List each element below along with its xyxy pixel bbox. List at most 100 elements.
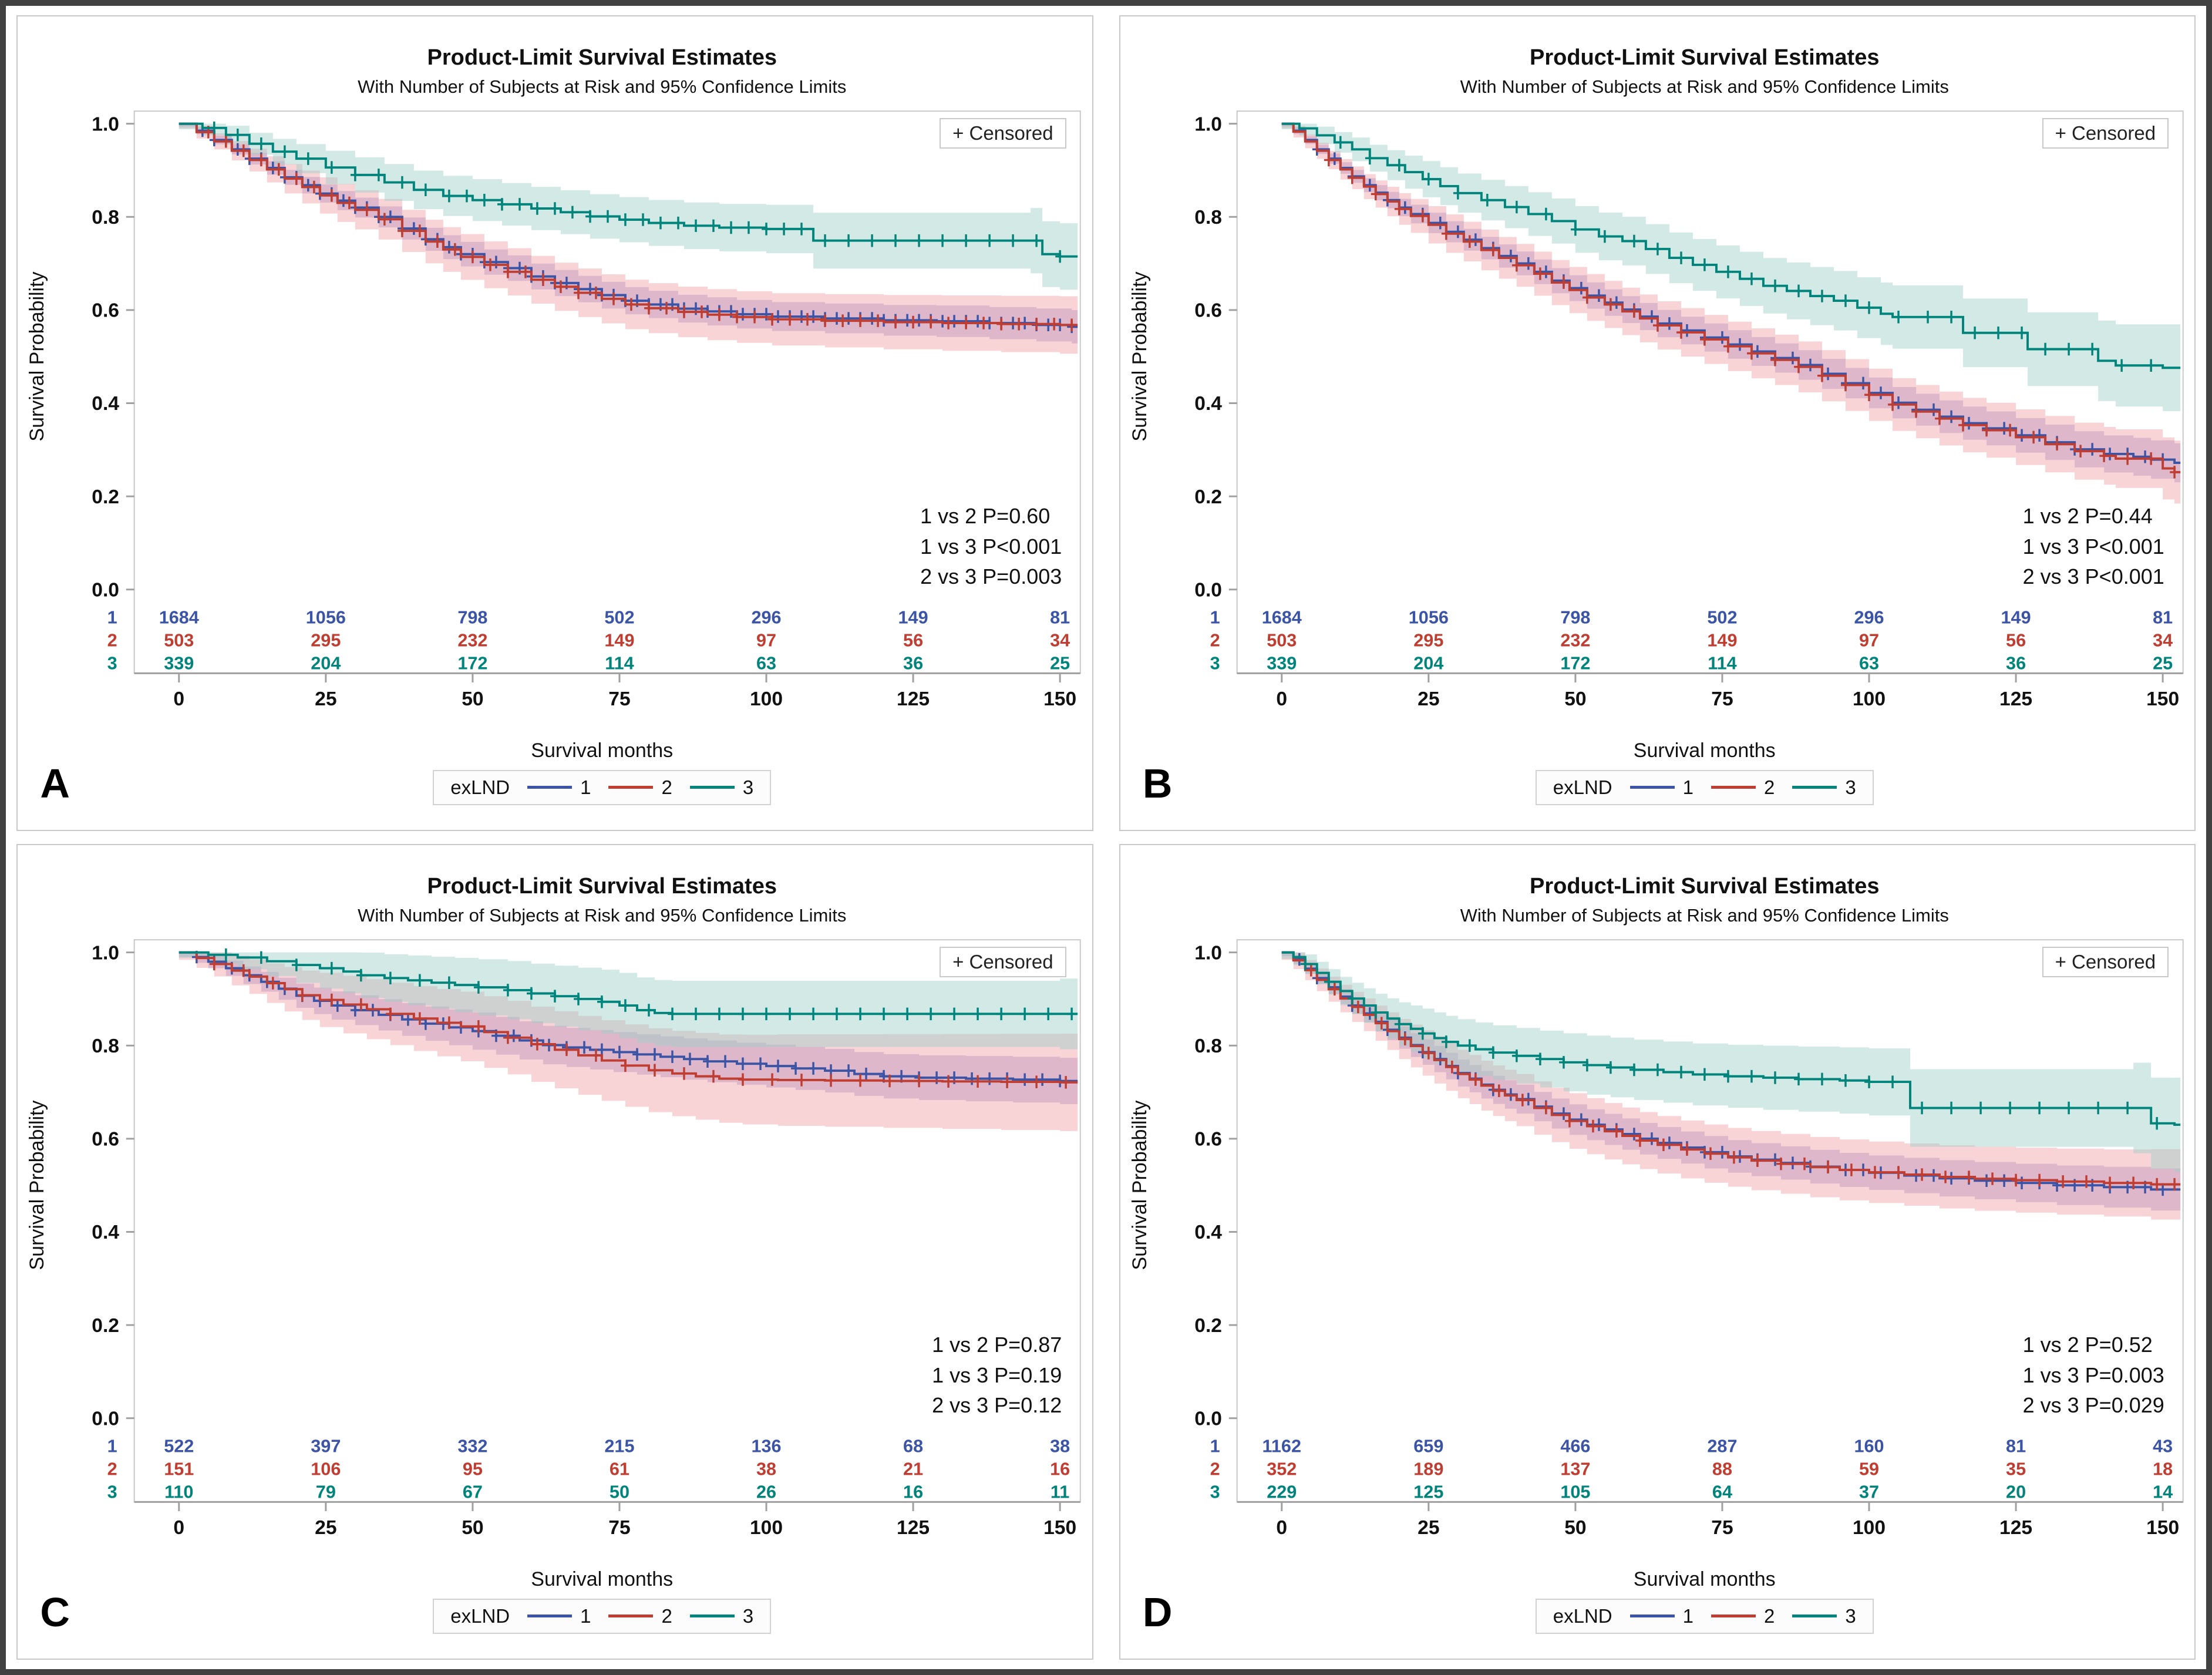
svg-text:34: 34 xyxy=(2153,631,2173,651)
svg-text:2: 2 xyxy=(1210,631,1220,651)
svg-text:56: 56 xyxy=(903,631,923,651)
legend-item-1: 1 xyxy=(1629,1605,1693,1627)
svg-text:25: 25 xyxy=(1418,1517,1439,1539)
svg-text:149: 149 xyxy=(1707,631,1737,651)
km-chart-b: 0 25 50 75 100 125 150 1.0 0.8 0.6 0.4 0.2 0.0 1 1684 1… xyxy=(1194,110,2184,710)
svg-text:59: 59 xyxy=(1859,1459,1878,1479)
svg-text:16: 16 xyxy=(1050,1459,1070,1479)
svg-text:1056: 1056 xyxy=(1408,608,1448,628)
legend-label: 3 xyxy=(742,1605,754,1627)
svg-text:466: 466 xyxy=(1560,1437,1590,1457)
svg-text:0.6: 0.6 xyxy=(92,1129,119,1151)
svg-text:2: 2 xyxy=(107,631,117,651)
svg-text:75: 75 xyxy=(608,688,630,710)
svg-text:63: 63 xyxy=(756,654,776,674)
svg-text:502: 502 xyxy=(604,608,634,628)
svg-text:0: 0 xyxy=(1276,1517,1287,1539)
legend-title: exLND xyxy=(1553,1605,1612,1627)
svg-text:75: 75 xyxy=(608,1517,630,1539)
svg-text:1684: 1684 xyxy=(159,608,199,628)
svg-text:38: 38 xyxy=(756,1459,776,1479)
group1-line-swatch xyxy=(527,1615,573,1617)
km-chart-a: 0 25 50 75 100 125 150 1.0 0.8 0.6 0.4 0.2 0.0 1 1684 1… xyxy=(92,110,1081,710)
pvalue-annotation: 1 vs 2 P=0.44 1 vs 3 P<0.001 2 vs 3 P<0.… xyxy=(2023,501,2164,591)
group3-line-swatch xyxy=(689,786,735,789)
svg-text:3: 3 xyxy=(1210,654,1220,674)
legend-label: 2 xyxy=(661,776,672,798)
svg-text:295: 295 xyxy=(311,631,341,651)
svg-text:0.0: 0.0 xyxy=(1194,580,1222,601)
pvalue-annotation: 1 vs 2 P=0.52 1 vs 3 P=0.003 2 vs 3 P=0.… xyxy=(2023,1330,2164,1420)
svg-text:25: 25 xyxy=(1050,654,1070,674)
svg-text:63: 63 xyxy=(1859,654,1878,674)
panel-c: 0 25 50 75 100 125 150 1.0 0.8 0.6 0.4 0.2 0.0 1 522 39… xyxy=(16,844,1093,1660)
legend-item-3: 3 xyxy=(689,1605,754,1627)
pvalue-annotation: 1 vs 2 P=0.60 1 vs 3 P<0.001 2 vs 3 P=0.… xyxy=(920,501,1062,591)
legend-item-3: 3 xyxy=(1792,1605,1856,1627)
svg-text:0.8: 0.8 xyxy=(1194,207,1222,228)
chart-subtitle: With Number of Subjects at Risk and 95% … xyxy=(1460,76,1949,97)
svg-text:125: 125 xyxy=(1413,1482,1443,1502)
svg-text:36: 36 xyxy=(2006,654,2026,674)
svg-text:20: 20 xyxy=(2006,1482,2026,1502)
svg-text:75: 75 xyxy=(1711,1517,1733,1539)
svg-text:36: 36 xyxy=(903,654,923,674)
svg-text:125: 125 xyxy=(1999,688,2032,710)
panel-d: 0 25 50 75 100 125 150 1.0 0.8 0.6 0.4 0.2 0.0 1 1162 6… xyxy=(1119,844,2196,1660)
chart-subtitle: With Number of Subjects at Risk and 95% … xyxy=(358,904,847,926)
svg-text:25: 25 xyxy=(1418,688,1439,710)
group3-line-swatch xyxy=(1792,786,1837,789)
svg-text:1: 1 xyxy=(1210,608,1220,628)
svg-text:0.2: 0.2 xyxy=(92,1315,119,1337)
svg-text:114: 114 xyxy=(605,654,634,674)
svg-text:295: 295 xyxy=(1413,631,1443,651)
legend-item-2: 2 xyxy=(1711,776,1775,799)
svg-text:0.8: 0.8 xyxy=(1194,1035,1222,1057)
svg-text:149: 149 xyxy=(604,631,634,651)
svg-text:0.2: 0.2 xyxy=(1194,1315,1222,1337)
legend-title: exLND xyxy=(450,776,510,798)
svg-text:232: 232 xyxy=(1560,631,1590,651)
censored-legend: + Censored xyxy=(2042,118,2169,149)
svg-text:95: 95 xyxy=(463,1459,483,1479)
svg-text:1: 1 xyxy=(107,1437,117,1457)
svg-text:189: 189 xyxy=(1413,1459,1443,1479)
group1-line-swatch xyxy=(527,786,573,789)
svg-text:0.6: 0.6 xyxy=(1194,1129,1222,1151)
legend-item-1: 1 xyxy=(1629,776,1693,799)
y-axis-title: Survival Probability xyxy=(26,1100,48,1270)
svg-text:137: 137 xyxy=(1560,1459,1590,1479)
svg-text:1162: 1162 xyxy=(1262,1437,1301,1457)
svg-text:150: 150 xyxy=(2146,688,2179,710)
legend-label: 3 xyxy=(1845,776,1856,798)
svg-text:43: 43 xyxy=(2153,1437,2173,1457)
x-axis-title: Survival months xyxy=(1633,739,1776,762)
legend-label: 3 xyxy=(1845,1605,1856,1627)
svg-text:50: 50 xyxy=(610,1482,629,1502)
svg-text:172: 172 xyxy=(457,654,487,674)
legend-item-1: 1 xyxy=(527,776,591,799)
svg-text:0: 0 xyxy=(173,1517,184,1539)
svg-text:659: 659 xyxy=(1413,1437,1443,1457)
svg-text:100: 100 xyxy=(750,688,783,710)
pvalue-line: 1 vs 3 P<0.001 xyxy=(920,534,1062,559)
svg-text:3: 3 xyxy=(107,1482,117,1502)
censored-legend: + Censored xyxy=(940,947,1066,978)
svg-text:16: 16 xyxy=(903,1482,923,1502)
svg-text:352: 352 xyxy=(1267,1459,1297,1479)
svg-text:0.4: 0.4 xyxy=(92,1222,119,1243)
svg-text:1684: 1684 xyxy=(1261,608,1301,628)
svg-text:150: 150 xyxy=(1043,688,1076,710)
svg-text:204: 204 xyxy=(1413,654,1443,674)
legend-item-2: 2 xyxy=(608,776,672,799)
svg-text:0.2: 0.2 xyxy=(1194,486,1222,508)
chart-title: Product-Limit Survival Estimates xyxy=(1529,45,1880,70)
svg-text:75: 75 xyxy=(1711,688,1733,710)
svg-text:14: 14 xyxy=(2153,1482,2173,1502)
pvalue-line: 1 vs 3 P=0.003 xyxy=(2022,1363,2164,1387)
svg-text:149: 149 xyxy=(2001,608,2031,628)
svg-text:1: 1 xyxy=(1210,1437,1220,1457)
svg-text:50: 50 xyxy=(1564,688,1586,710)
panel-label: B xyxy=(1142,760,1173,806)
